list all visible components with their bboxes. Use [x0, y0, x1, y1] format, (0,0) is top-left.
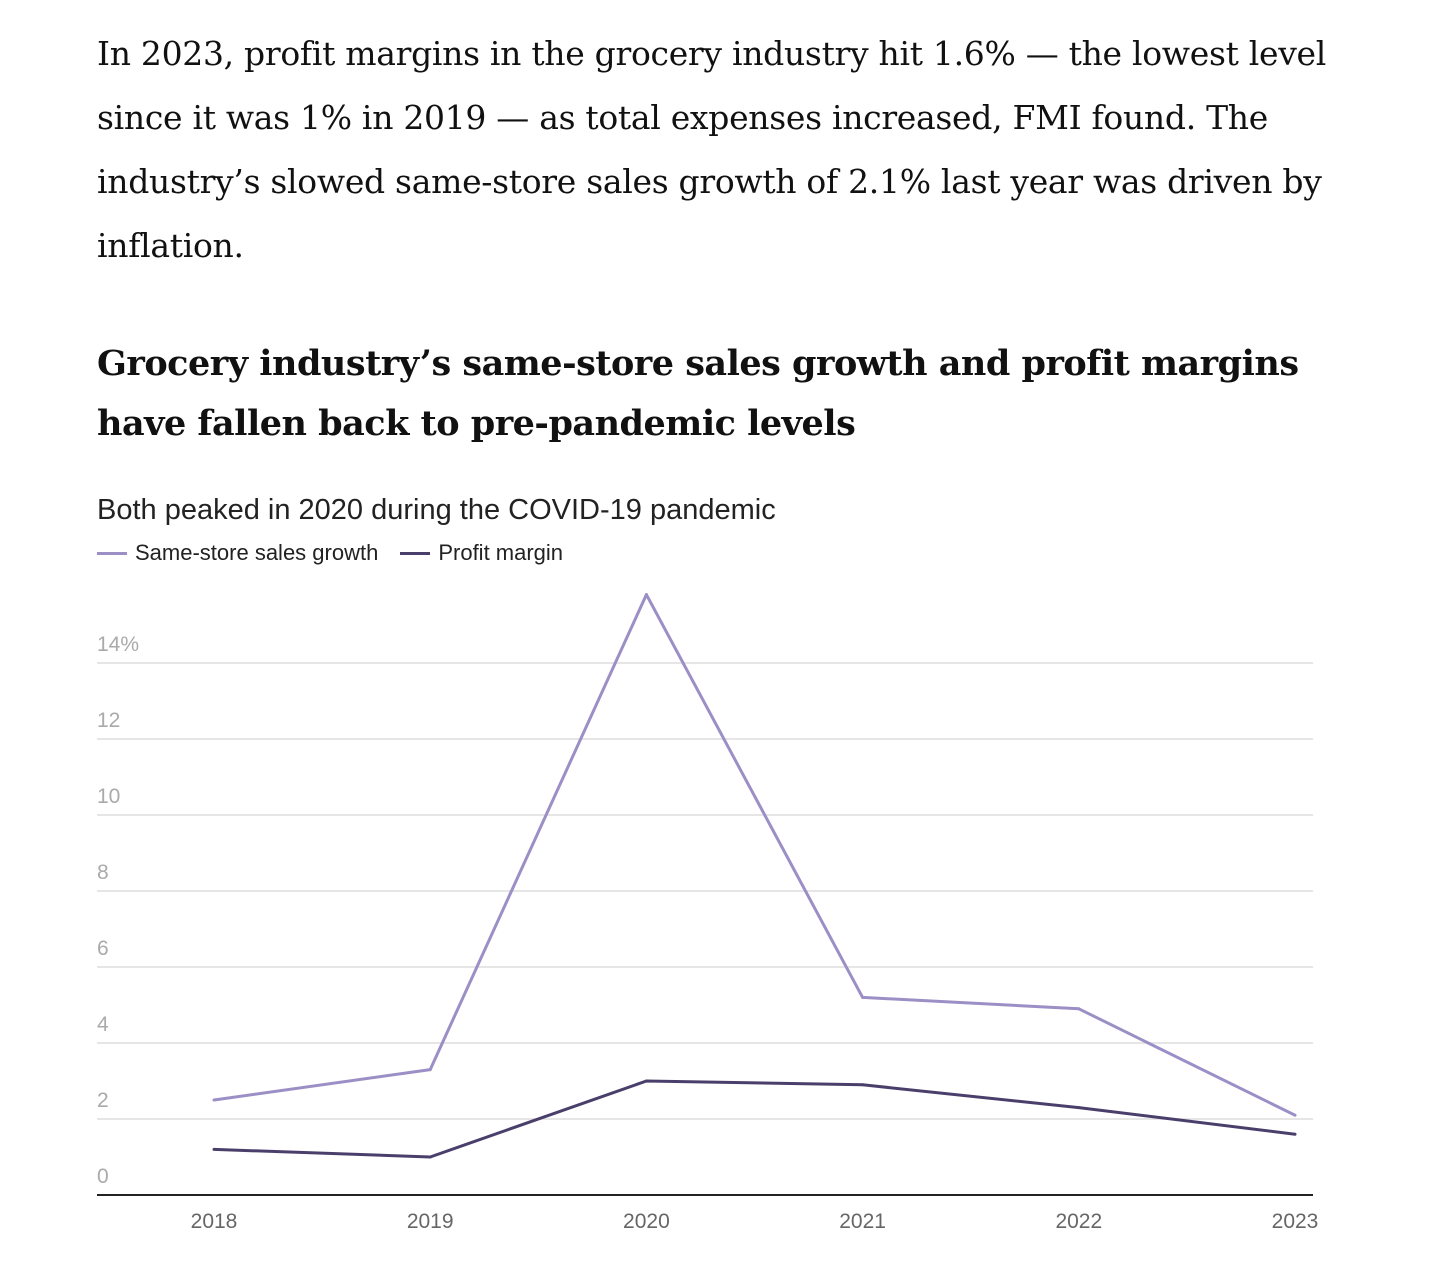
article-paragraph: In 2023, profit margins in the grocery i…	[97, 34, 1327, 265]
data-point	[861, 1083, 865, 1087]
legend-label: Profit margin	[438, 540, 564, 565]
data-point	[861, 995, 865, 999]
x-tick-label: 2022	[1055, 1210, 1102, 1233]
chart-legend: Same-store sales growth Profit margin	[97, 540, 563, 566]
series-line-profit-margin	[213, 1079, 1296, 1159]
data-point	[428, 1068, 432, 1072]
x-tick-label: 2020	[623, 1210, 670, 1233]
y-tick-label: 12	[97, 709, 120, 732]
data-point	[644, 593, 648, 597]
data-point	[428, 1155, 432, 1159]
y-tick-label: 14%	[97, 633, 139, 656]
data-point	[1077, 1007, 1081, 1011]
legend-swatch-sales-growth	[97, 551, 127, 555]
y-tick-label: 4	[97, 1013, 109, 1036]
legend-item-sales-growth: Same-store sales growth	[97, 540, 378, 566]
legend-label: Same-store sales growth	[135, 540, 379, 565]
chart-subtitle: Both peaked in 2020 during the COVID-19 …	[97, 494, 776, 526]
chart-title: Grocery industry’s same-store sales grow…	[97, 343, 1299, 444]
data-point	[1293, 1132, 1297, 1136]
x-tick-label: 2023	[1272, 1210, 1319, 1233]
y-tick-label: 10	[97, 785, 120, 808]
x-tick-label: 2021	[839, 1210, 886, 1233]
data-point	[212, 1147, 216, 1151]
data-point	[212, 1098, 216, 1102]
data-point	[1293, 1113, 1297, 1117]
x-tick-label: 2019	[407, 1210, 454, 1233]
y-tick-label: 6	[97, 937, 109, 960]
y-tick-label: 0	[97, 1165, 109, 1188]
y-tick-label: 2	[97, 1089, 109, 1112]
x-tick-label: 2018	[191, 1210, 238, 1233]
legend-swatch-profit-margin	[400, 551, 431, 555]
legend-item-profit-margin: Profit margin	[400, 540, 563, 566]
series-line-sales-growth	[213, 593, 1296, 1117]
data-point	[644, 1079, 648, 1083]
data-point	[1077, 1106, 1081, 1110]
y-tick-label: 8	[97, 861, 109, 884]
